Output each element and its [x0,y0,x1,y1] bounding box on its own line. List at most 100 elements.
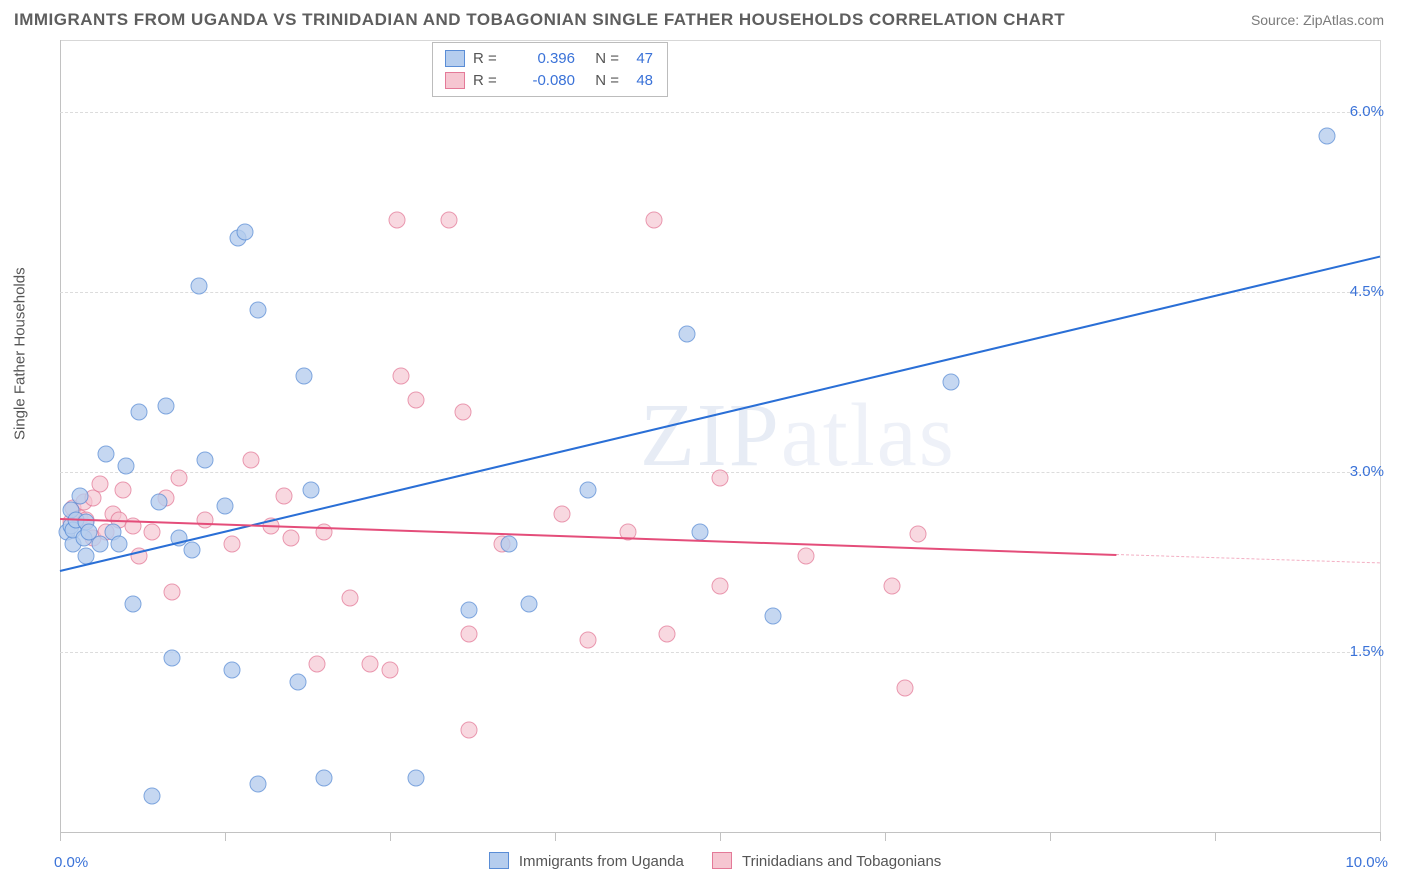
legend-row-b: R = -0.080 N = 48 [445,69,653,91]
y-axis-line [60,40,61,832]
point-series-b [170,470,187,487]
point-series-b [553,506,570,523]
x-tick [60,832,61,841]
y-axis-label: Single Father Households [12,267,29,440]
point-series-b [454,404,471,421]
point-series-b [144,524,161,541]
gridline [60,112,1380,113]
y-tick-label: 6.0% [1350,103,1384,120]
x-tick [720,832,721,841]
x-tick [390,832,391,841]
point-series-a [500,536,517,553]
legend-n-label: N = [589,50,619,67]
gridline [60,652,1380,653]
point-series-a [164,650,181,667]
point-series-a [223,662,240,679]
bottom-legend: Immigrants from Uganda Trinidadians and … [0,852,1406,870]
point-series-b [797,548,814,565]
point-series-a [520,596,537,613]
point-series-a [184,542,201,559]
gridline [60,292,1380,293]
legend-n-label: N = [589,72,619,89]
point-series-a [118,458,135,475]
point-series-b [342,590,359,607]
x-axis-min: 0.0% [54,854,88,871]
point-series-a [580,482,597,499]
stats-legend: R = 0.396 N = 47 R = -0.080 N = 48 [432,42,668,97]
point-series-b [910,526,927,543]
x-tick [885,832,886,841]
point-series-a [197,452,214,469]
chart-plot-area [60,40,1381,833]
point-series-b [197,512,214,529]
y-tick-label: 4.5% [1350,283,1384,300]
point-series-a [316,770,333,787]
legend-r-a: 0.396 [515,50,575,67]
point-series-a [124,596,141,613]
point-series-b [659,626,676,643]
point-series-a [289,674,306,691]
swatch-blue-icon [489,852,509,869]
point-series-b [223,536,240,553]
point-series-b [580,632,597,649]
point-series-a [692,524,709,541]
point-series-b [461,626,478,643]
point-series-a [250,776,267,793]
point-series-b [283,530,300,547]
point-series-a [157,398,174,415]
series-b-name: Trinidadians and Tobagonians [742,853,941,870]
point-series-a [131,404,148,421]
y-tick-label: 3.0% [1350,463,1384,480]
swatch-blue-icon [445,50,465,67]
point-series-b [115,482,132,499]
point-series-b [461,722,478,739]
x-tick [225,832,226,841]
point-series-a [296,368,313,385]
legend-r-label: R = [473,50,507,67]
point-series-a [151,494,168,511]
point-series-a [250,302,267,319]
legend-r-label: R = [473,72,507,89]
point-series-a [98,446,115,463]
legend-row-a: R = 0.396 N = 47 [445,47,653,69]
point-series-a [302,482,319,499]
x-tick [1215,832,1216,841]
point-series-a [461,602,478,619]
point-series-b [276,488,293,505]
x-tick [1380,832,1381,841]
chart-title: IMMIGRANTS FROM UGANDA VS TRINIDADIAN AN… [14,10,1065,30]
point-series-a [408,770,425,787]
point-series-b [883,578,900,595]
legend-r-b: -0.080 [515,72,575,89]
swatch-pink-icon [712,852,732,869]
point-series-a [71,488,88,505]
point-series-a [144,788,161,805]
x-tick [1050,832,1051,841]
y-tick-label: 1.5% [1350,643,1384,660]
source-label: Source: ZipAtlas.com [1251,12,1384,28]
swatch-pink-icon [445,72,465,89]
point-series-a [190,278,207,295]
series-a-name: Immigrants from Uganda [519,853,684,870]
point-series-a [943,374,960,391]
point-series-b [243,452,260,469]
point-series-a [764,608,781,625]
x-tick [555,832,556,841]
legend-n-b: 48 [627,72,653,89]
point-series-a [679,326,696,343]
point-series-b [441,212,458,229]
point-series-b [712,578,729,595]
point-series-a [91,536,108,553]
point-series-a [217,497,234,514]
point-series-b [896,680,913,697]
x-axis-max: 10.0% [1345,854,1388,871]
point-series-b [712,470,729,487]
point-series-b [309,656,326,673]
point-series-b [91,476,108,493]
point-series-b [164,584,181,601]
point-series-a [111,536,128,553]
point-series-b [408,392,425,409]
point-series-b [362,656,379,673]
legend-n-a: 47 [627,50,653,67]
point-series-b [392,368,409,385]
